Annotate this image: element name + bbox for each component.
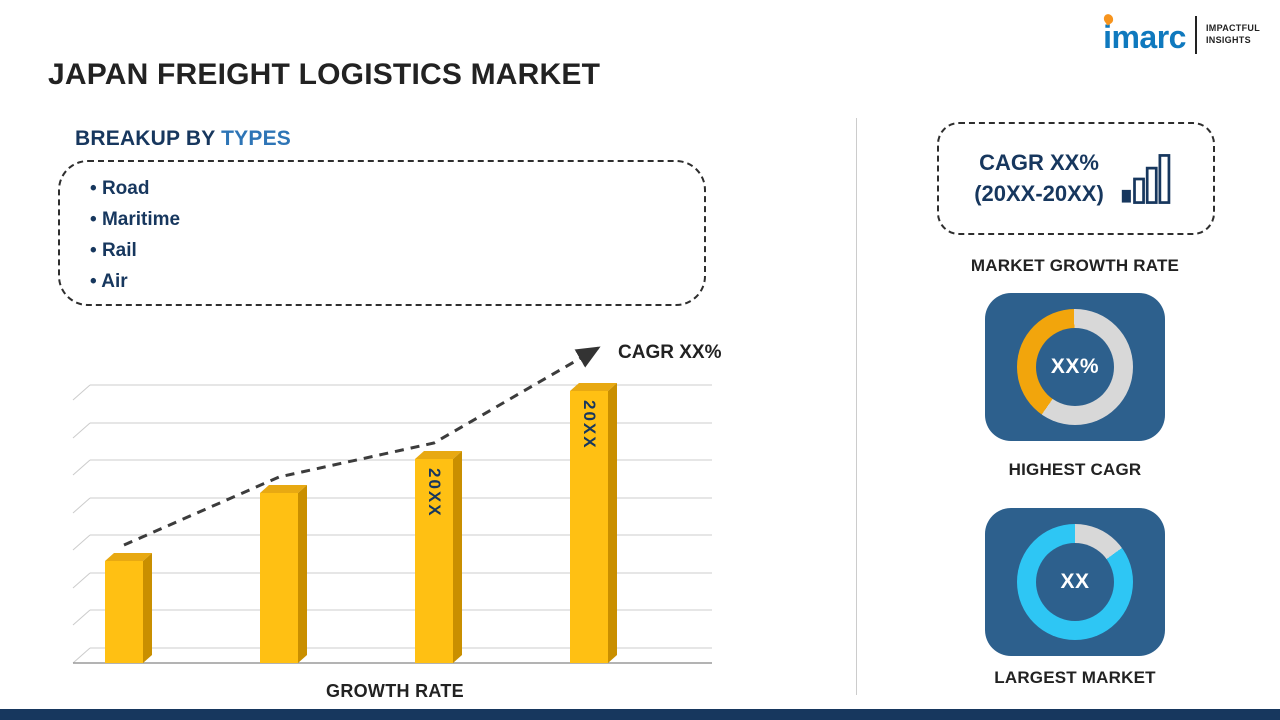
cagr-line1: CAGR XX% [979,149,1099,175]
highest-cagr-donut: XX% [1017,309,1133,425]
largest-market-caption: LARGEST MARKET [994,668,1156,687]
bar-label-fourth: 20XX [580,400,599,450]
type-item-maritime: Maritime [90,204,704,235]
breakup-heading: BREAKUP BY TYPES [75,127,291,151]
vertical-divider [856,118,857,695]
page-title: JAPAN FREIGHT LOGISTICS MARKET [48,58,601,91]
type-item-road: Road [90,173,704,204]
x-axis-label: GROWTH RATE [326,681,464,701]
highest-cagr-value: XX% [1050,355,1100,378]
largest-market-tile: XX [985,508,1165,656]
bar-label-third: 20XX [425,468,444,518]
market-growth-rate-caption: MARKET GROWTH RATE [970,256,1180,275]
type-item-air: Air [90,266,704,297]
types-list: Road Maritime Rail Air [90,173,704,297]
cagr-trend-label: CAGR XX% [618,342,722,363]
imarc-logo-divider [1194,16,1197,54]
imarc-logo-wordmark: imarc [1102,12,1186,55]
highest-cagr-caption: HIGHEST CAGR [1008,460,1142,479]
breakup-heading-highlight: TYPES [221,127,291,150]
imarc-tagline-line1: IMPACTFUL [1205,23,1260,34]
imarc-logo-tagline: IMPACTFUL INSIGHTS [1206,23,1260,46]
largest-market-donut: XX [1017,524,1133,640]
imarc-tagline-line2: INSIGHTS [1205,35,1251,45]
growth-rate-bar-chart: 20XX 20XX CAGR XX% GROWTH RATE [60,340,730,715]
imarc-logo-text: imarc [1103,19,1186,55]
largest-market-value: XX [1060,570,1090,593]
breakup-types-box: Road Maritime Rail Air [58,160,706,306]
market-growth-rate-box: CAGR XX% (20XX-20XX) [937,122,1215,235]
bar-chart-canvas [72,346,712,664]
type-item-rail: Rail [90,235,704,266]
cagr-line2: (20XX-20XX) [974,180,1104,206]
breakup-heading-prefix: BREAKUP BY [75,127,222,150]
growth-bars-icon [1121,153,1171,204]
imarc-logo: imarc IMPACTFUL INSIGHTS [1102,12,1260,55]
footer-bar [0,709,1280,720]
cagr-text: CAGR XX% (20XX-20XX) [974,148,1104,210]
highest-cagr-tile: XX% [985,293,1165,441]
